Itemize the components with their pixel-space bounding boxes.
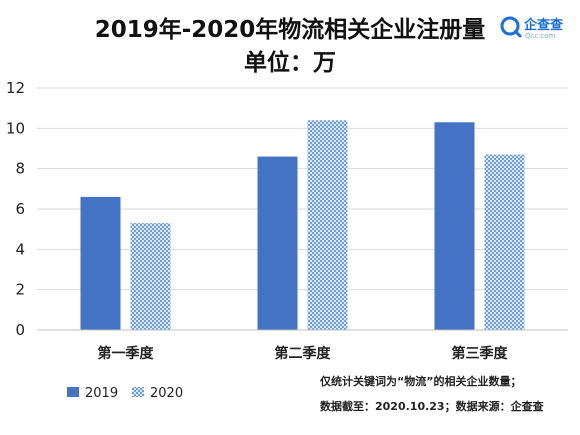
logo: 企查查 Qcc.com <box>500 16 564 40</box>
bar-2020-3 <box>484 154 525 330</box>
chart-title: 2019年-2020年物流相关企业注册量 <box>95 16 486 43</box>
y-tick-label: 8 <box>15 160 25 178</box>
chart-subtitle: 单位：万 <box>244 49 336 76</box>
bar-2019-3 <box>434 122 475 331</box>
legend-swatch-2019 <box>67 387 79 397</box>
legend-label-2020: 2020 <box>150 386 183 401</box>
legend: 2019 2020 <box>67 386 183 401</box>
x-axis-categories: 第一季度 第二季度 第三季度 <box>98 345 509 362</box>
y-tick-label: 4 <box>15 240 25 258</box>
x-category-label: 第三季度 <box>452 345 509 362</box>
logo-name: 企查查 <box>523 17 564 33</box>
y-tick-label: 12 <box>6 79 25 97</box>
x-category-label: 第一季度 <box>98 345 155 362</box>
gridlines <box>37 87 568 291</box>
bar-2020-1 <box>130 223 171 330</box>
bars <box>80 120 525 331</box>
bar-2019-1 <box>80 196 121 330</box>
y-axis-ticks: 0 2 4 6 8 10 12 <box>6 79 25 339</box>
y-tick-label: 2 <box>15 281 25 299</box>
note-line-1: 仅统计关键词为“物流”的相关企业数量； <box>319 374 521 388</box>
logo-domain: Qcc.com <box>525 32 556 40</box>
bar-2020-2 <box>307 120 348 331</box>
y-tick-label: 0 <box>15 321 25 339</box>
bar-2019-2 <box>257 156 298 330</box>
y-tick-label: 6 <box>15 200 25 218</box>
x-category-label: 第二季度 <box>275 345 332 362</box>
magnifier-icon <box>500 16 522 38</box>
legend-swatch-2020 <box>132 387 144 397</box>
legend-label-2019: 2019 <box>85 386 118 401</box>
y-tick-label: 10 <box>6 119 25 137</box>
note-line-2: 数据截至：2020.10.23；数据来源：企查查 <box>320 399 544 413</box>
